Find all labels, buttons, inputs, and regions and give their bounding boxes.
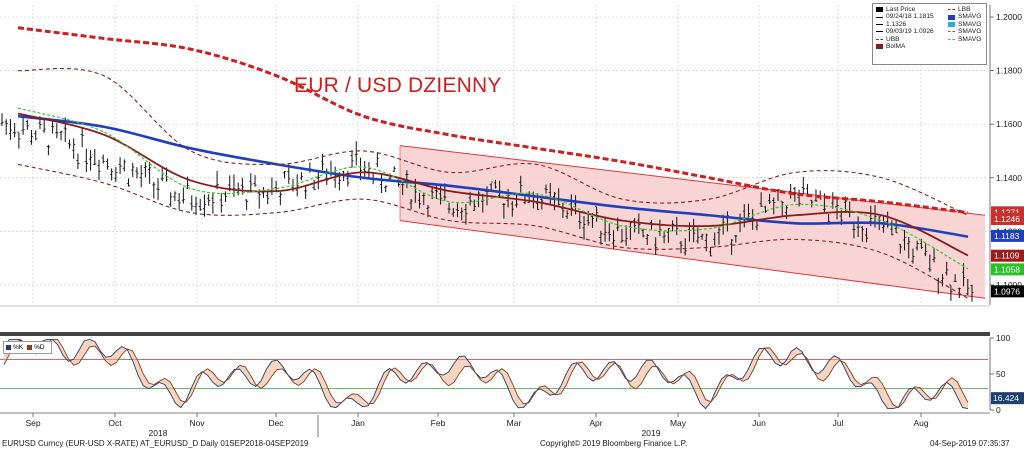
legend-label: LBB: [958, 6, 971, 13]
series-line-smavg: [17, 26, 969, 215]
oscillator-tick-label: 50: [996, 369, 1006, 379]
last-value-label: 1.1109: [994, 251, 1020, 261]
series-line-smavg: [17, 107, 969, 270]
x-tick-label: Jul: [833, 418, 844, 428]
y-tick-label: 1.1000: [996, 280, 1022, 290]
legend-label: UBB: [886, 35, 900, 43]
year-label: 2019: [642, 428, 661, 438]
legend-column-right: LBB SMAVG SMAVG SMAVG SMAVG: [948, 6, 981, 43]
legend-label: BolMA: [886, 42, 906, 50]
legend-swatch: [948, 31, 955, 33]
legend-swatch: [876, 38, 883, 40]
last-value-label: 1.0976: [994, 286, 1020, 296]
y-tick-label: 1.1800: [996, 66, 1022, 76]
year-label: 2018: [149, 428, 168, 438]
legend-label: 09/03/19 1.0926: [886, 28, 934, 36]
legend-swatch: [876, 44, 883, 50]
oscillator-tick-label: 0: [996, 405, 1001, 415]
footer-copyright: Copyright© 2019 Bloomberg Finance L.P.: [540, 439, 688, 448]
x-tick-label: Oct: [108, 418, 122, 428]
legend-label: %D: [34, 344, 45, 351]
legend-swatch: [6, 345, 11, 350]
oscillator-last-value-flag: [991, 392, 1024, 405]
series-line-k: [3, 338, 969, 410]
last-value-flag: [991, 229, 1024, 242]
x-tick-label: Dec: [268, 418, 284, 428]
legend: Last Price 09/24/18 1.1815 1.1326 09/03/…: [872, 3, 987, 65]
x-tick-label: Sep: [25, 418, 40, 428]
legend-entry: LBB: [948, 6, 981, 13]
series-line-ubb: [17, 68, 969, 216]
pane-separator: [0, 332, 990, 336]
legend-entry: 1.1326: [876, 21, 934, 28]
footer-source: EURUSD Curncy (EUR-USD X-RATE) AT_EURUSD…: [2, 439, 309, 448]
x-tick-label: Feb: [431, 418, 446, 428]
x-tick-label: Jan: [351, 418, 365, 428]
legend-entry: SMAVG: [948, 36, 981, 43]
legend-column-left: Last Price 09/24/18 1.1815 1.1326 09/03/…: [876, 6, 934, 50]
chart-title: EUR / USD DZIENNY: [294, 74, 502, 97]
series-line-bolma: [17, 112, 969, 257]
legend-swatch: [876, 23, 883, 25]
legend-swatch: [876, 16, 883, 18]
y-tick-label: 1.1400: [996, 173, 1022, 183]
x-tick-label: Apr: [589, 418, 602, 428]
x-tick-label: Aug: [913, 418, 928, 428]
legend-entry: SMAVG: [948, 28, 981, 35]
legend-entry: UBB: [876, 36, 934, 43]
x-tick-label: Jun: [752, 418, 766, 428]
legend-entry: %D: [27, 344, 45, 351]
x-tick-label: Mar: [507, 418, 522, 428]
legend-swatch: [948, 38, 955, 40]
footer-timestamp: 04-Sep-2019 07:35:37: [930, 439, 1010, 448]
last-value-label: 1.1183: [994, 231, 1020, 241]
legend-swatch: [876, 7, 883, 13]
legend-label: SMAVG: [958, 28, 982, 36]
last-value-label: 1.1271: [994, 207, 1020, 217]
last-value-flag: [991, 285, 1024, 298]
legend-entry: SMAVG: [948, 13, 981, 20]
legend-label: 09/24/18 1.1815: [886, 13, 934, 21]
last-value-flag: [991, 249, 1024, 262]
legend-label: %K: [13, 344, 24, 351]
legend-entry: SMAVG: [948, 21, 981, 28]
channel-lower-edge: [399, 220, 986, 299]
regression-channel: [400, 145, 985, 299]
y-tick-label: 1.1600: [996, 119, 1022, 129]
legend-swatch: [948, 14, 955, 20]
x-tick-label: Nov: [189, 418, 205, 428]
legend-entry: 09/03/19 1.0926: [876, 28, 934, 35]
oscillator-last-value-label: 16.424: [993, 393, 1019, 403]
legend-entry: 09/24/18 1.1815: [876, 13, 934, 20]
legend-entry: %K: [6, 344, 23, 351]
last-value-label: 1.1246: [994, 214, 1020, 224]
oscillator-legend: %K %D: [3, 341, 52, 354]
x-tick-label: May: [670, 418, 687, 428]
legend-label: Last Price: [886, 6, 916, 13]
legend-swatch: [876, 31, 883, 33]
legend-label: 1.1326: [886, 20, 907, 28]
y-tick-label: 1.2000: [996, 12, 1022, 22]
series-line-lbb: [17, 163, 969, 299]
last-value-flag: [991, 263, 1024, 276]
legend-label: SMAVG: [958, 13, 982, 21]
last-value-flag: [991, 213, 1024, 226]
legend-label: SMAVG: [958, 20, 982, 28]
legend-swatch: [948, 9, 955, 11]
legend-label: SMAVG: [958, 35, 982, 43]
last-value-label: 1.1058: [994, 264, 1020, 274]
series-line-d: [3, 338, 969, 409]
oscillator-tick-label: 100: [996, 333, 1010, 343]
legend-entry: Last Price: [876, 6, 934, 13]
legend-swatch: [27, 345, 33, 350]
legend-swatch: [948, 21, 955, 27]
legend-entry: BolMA: [876, 43, 934, 50]
